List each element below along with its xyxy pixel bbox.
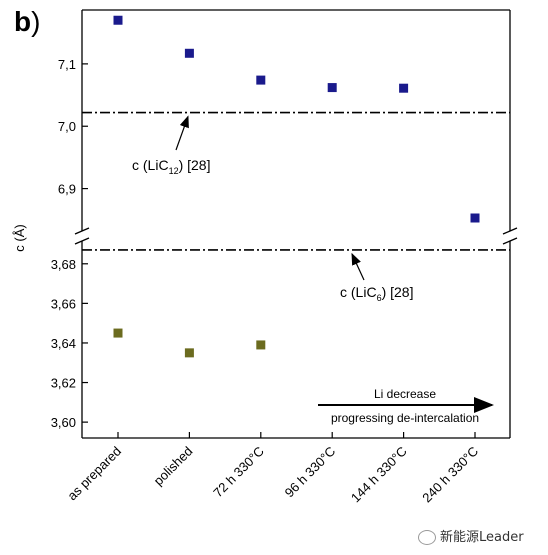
y-tick-label-upper: 7,0 [58, 119, 76, 134]
x-tick-label: 72 h 330°C [210, 444, 267, 501]
axis-break-mark-right-a [502, 227, 518, 235]
annotation-line-2: progressing de-intercalation [331, 411, 479, 425]
y-axis-label: c (Å) [12, 224, 27, 251]
x-tick-label: 240 h 330°C [419, 444, 481, 506]
y-tick-label-lower: 3,68 [51, 257, 76, 272]
axis-break-mark-left-a [74, 227, 90, 235]
annotation-line-1: Li decrease [374, 387, 436, 401]
panel-label: b) [14, 6, 41, 37]
reference-label-1: c (LiC12) [28] [132, 157, 210, 176]
data-point [113, 328, 123, 338]
watermark: 新能源Leader [418, 526, 524, 545]
y-tick-label-upper: 7,1 [58, 57, 76, 72]
axis-break-mark-right-b [502, 237, 518, 245]
reference-label-2: c (LiC6) [28] [340, 284, 413, 303]
data-point [184, 48, 194, 58]
data-point [256, 340, 266, 350]
reference-arrow-2 [351, 252, 365, 281]
y-tick-label-lower: 3,60 [51, 415, 76, 430]
reference-arrow-1 [175, 115, 189, 151]
x-tick-label: polished [151, 444, 196, 489]
data-point [256, 75, 266, 85]
y-tick-label-lower: 3,64 [51, 336, 76, 351]
x-tick-label: 144 h 330°C [348, 444, 410, 506]
data-point [327, 83, 337, 93]
axis-break-mark-left-b [74, 237, 90, 245]
wechat-icon [418, 530, 436, 545]
x-tick-label: as prepared [64, 444, 124, 504]
y-tick-label-lower: 3,66 [51, 296, 76, 311]
data-point [470, 213, 480, 223]
data-point [399, 83, 409, 93]
y-tick-label-lower: 3,62 [51, 376, 76, 391]
x-tick-label: 96 h 330°C [282, 444, 339, 501]
data-point [113, 15, 123, 25]
y-tick-label-upper: 6,9 [58, 182, 76, 197]
data-point [184, 348, 194, 358]
